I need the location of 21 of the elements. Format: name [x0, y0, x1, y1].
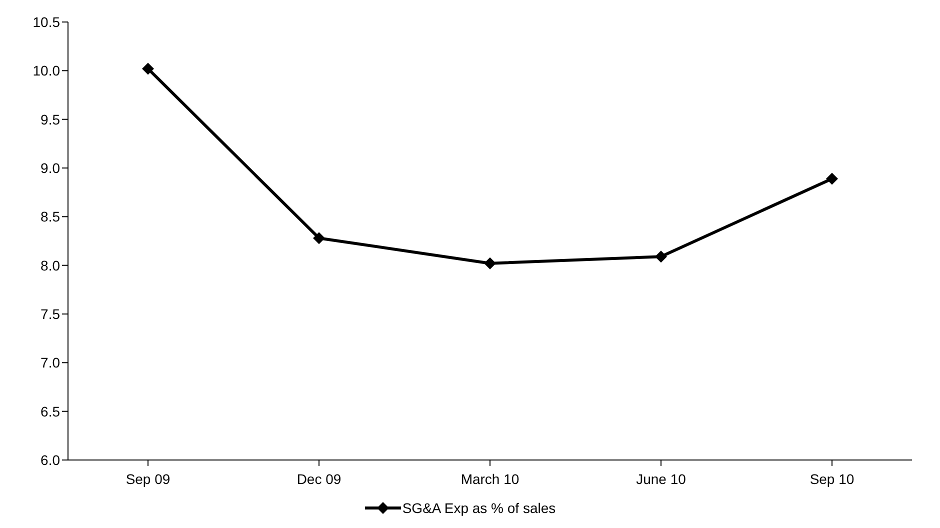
y-tick-label: 8.0 — [40, 257, 60, 274]
point — [826, 172, 838, 185]
point — [484, 257, 496, 270]
legend-label: SG&A Exp as % of sales — [402, 500, 556, 516]
point — [655, 250, 667, 263]
x-tick-label: Sep 09 — [126, 470, 170, 487]
y-tick-label: 6.5 — [40, 403, 60, 420]
y-tick-label: 8.5 — [40, 208, 60, 225]
y-tick-label: 6.0 — [40, 452, 60, 468]
y-tick-label: 9.0 — [40, 160, 60, 176]
x-tick-label: June 10 — [636, 470, 686, 487]
point — [313, 232, 325, 244]
x-tick-label: Sep 10 — [810, 470, 854, 487]
y-tick-label: 10.5 — [32, 14, 60, 30]
x-tick-label: Dec 09 — [296, 470, 342, 487]
y-tick-label: 10.0 — [32, 62, 60, 79]
y-tick-label: 7.5 — [40, 306, 60, 322]
y-tick-label: 7.0 — [40, 354, 60, 371]
y-tick-label: 9.5 — [40, 111, 60, 128]
x-tick-label: March 10 — [460, 470, 520, 487]
point — [142, 62, 154, 75]
